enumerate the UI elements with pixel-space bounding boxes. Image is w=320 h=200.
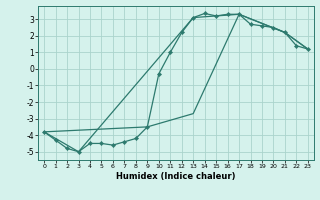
X-axis label: Humidex (Indice chaleur): Humidex (Indice chaleur) — [116, 172, 236, 181]
